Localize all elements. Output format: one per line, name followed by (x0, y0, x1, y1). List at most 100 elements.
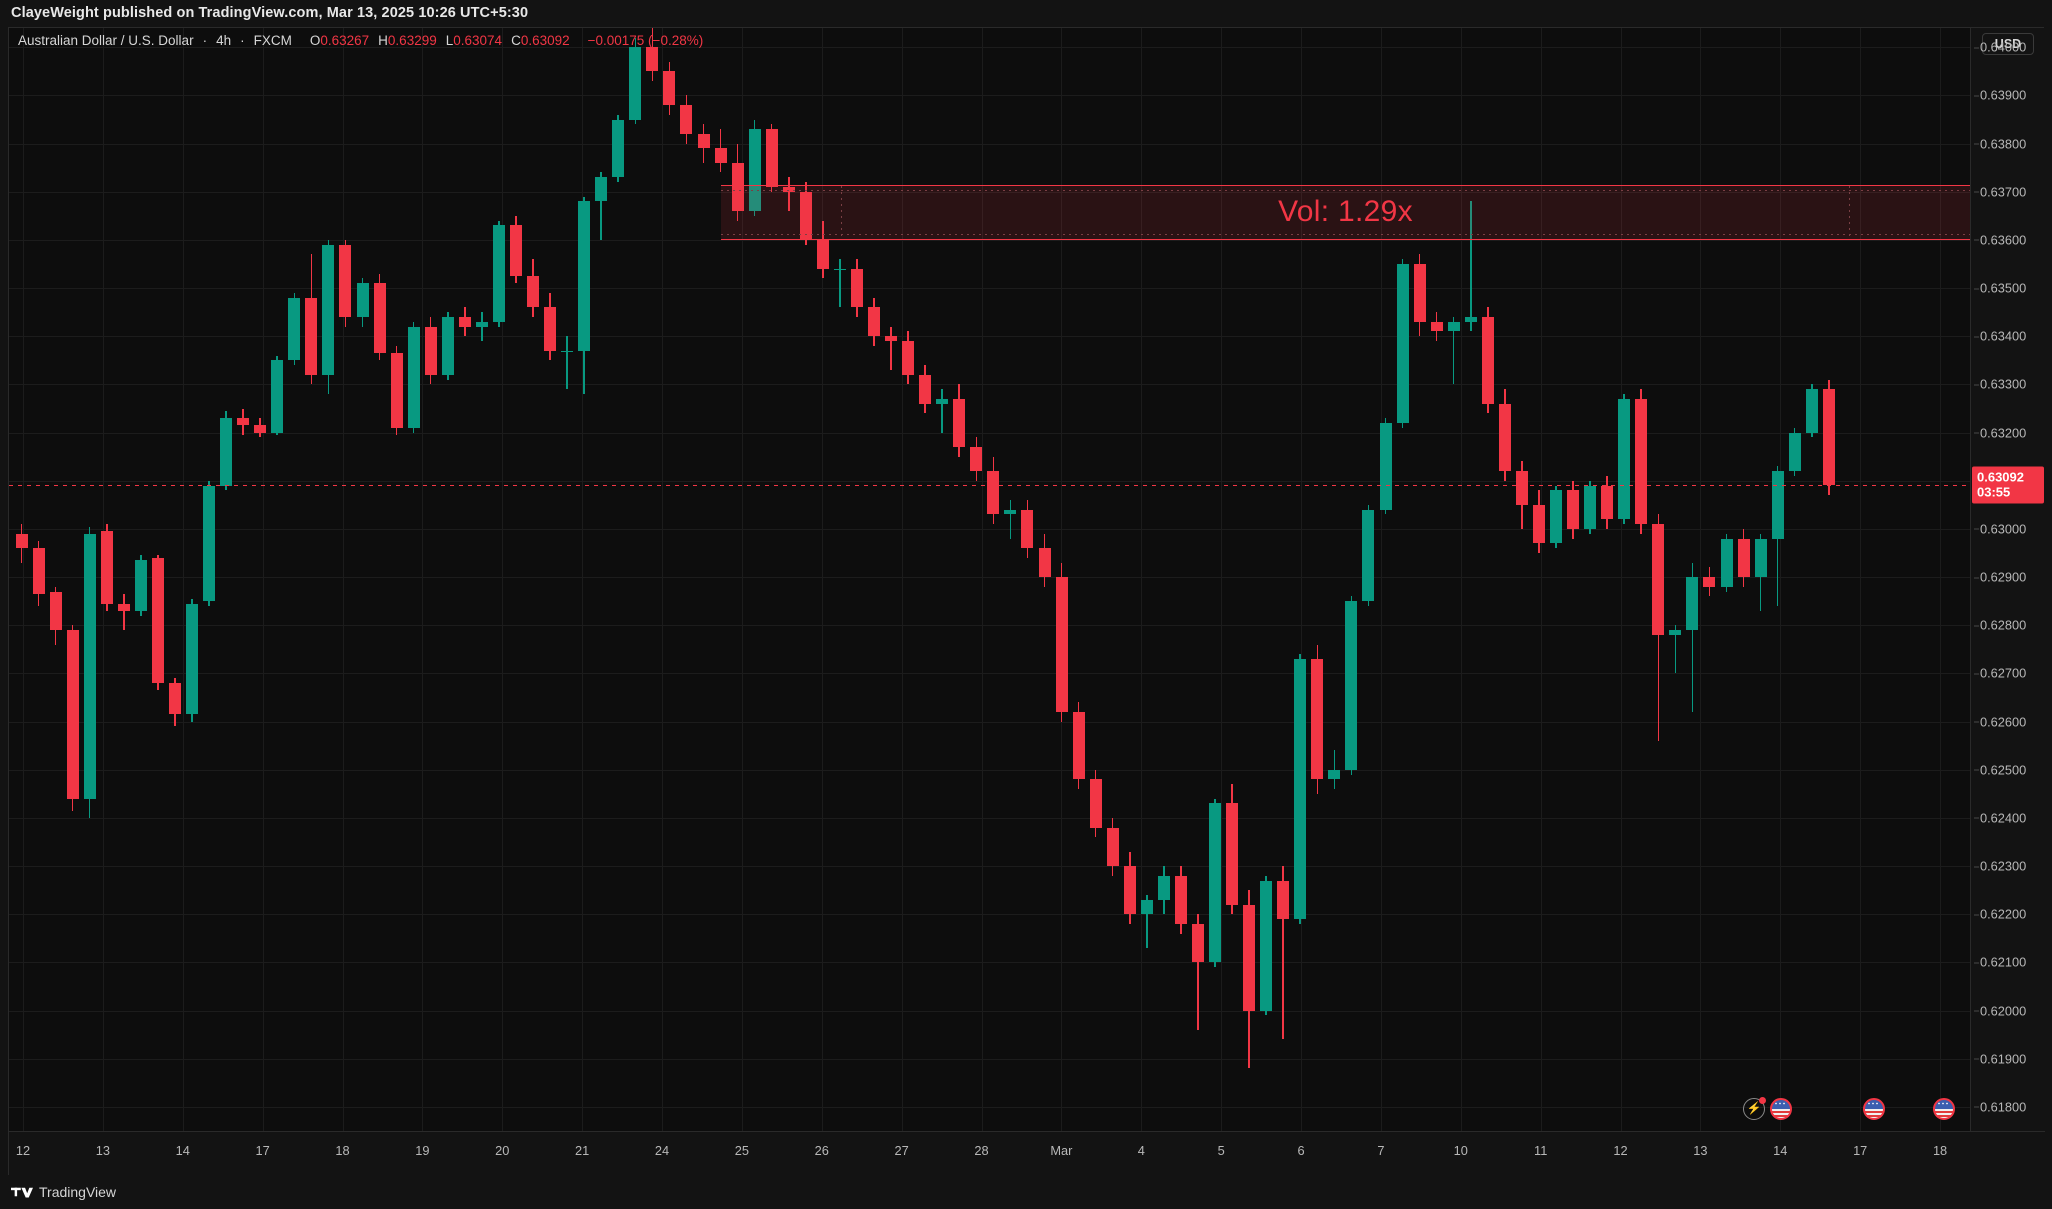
grid-line-vertical (1381, 28, 1382, 1131)
alert-dot-icon (1759, 1097, 1766, 1104)
time-tick-label: 14 (175, 1143, 190, 1158)
time-tick-label: 26 (814, 1143, 829, 1158)
flag-stripes (1772, 1109, 1790, 1118)
price-scale[interactable]: USD 0.64000 0.63900 0.63800 0.63700 0.63600 0… (1970, 28, 2044, 1131)
candle-body (578, 201, 591, 351)
candle-body (646, 47, 659, 72)
candle-body (1703, 577, 1716, 587)
candle-body (748, 129, 761, 212)
time-tick-label: 18 (1932, 1143, 1948, 1158)
chart-plot-area[interactable]: Vol: 1.29x ⚡ (9, 28, 1970, 1131)
candle-body (1140, 899, 1153, 915)
flag-stripes (1935, 1109, 1953, 1118)
candle-body (1260, 880, 1273, 1011)
tradingview-logo-icon (11, 1177, 33, 1209)
grid-line-horizontal (9, 144, 1970, 145)
price-tick-label: 0.62100 (1974, 955, 2026, 970)
candle-body (1157, 875, 1170, 900)
candle-body (1720, 538, 1733, 587)
candle-body (680, 105, 693, 134)
grid-line-horizontal (9, 529, 1970, 530)
currency-badge[interactable]: USD (1982, 33, 2034, 55)
legend-symbol[interactable]: Australian Dollar / U.S. Dollar (18, 33, 194, 48)
time-tick-label: 12 (1613, 1143, 1628, 1158)
price-tick-label: 0.63000 (1974, 521, 2026, 536)
grid-line-vertical (822, 28, 823, 1131)
grid-line-vertical (502, 28, 503, 1131)
price-tick-mark (1974, 95, 1979, 97)
time-tick-label: 13 (1693, 1143, 1708, 1158)
grid-line-vertical (183, 28, 184, 1131)
candle-body (1669, 630, 1682, 635)
time-tick-label: 25 (734, 1143, 750, 1158)
candle-body (544, 307, 557, 351)
candle-body (373, 283, 386, 354)
candle-body (1345, 601, 1358, 770)
price-tick-mark (1974, 1106, 1979, 1108)
grid-line-horizontal (9, 770, 1970, 771)
grid-line-vertical (263, 28, 264, 1131)
price-tick-mark (1974, 336, 1979, 338)
grid-line-vertical (1700, 28, 1701, 1131)
flag-canton (1935, 1100, 1953, 1109)
price-tick-label: 0.62000 (1974, 1003, 2026, 1018)
legend-high-value: 0.63299 (387, 33, 437, 48)
candle-body (1686, 577, 1699, 631)
candle-body (936, 398, 949, 404)
candle-wick (1282, 866, 1284, 1040)
candle-body (1294, 658, 1307, 920)
legend-low-label: L (445, 33, 454, 48)
time-tick-label: 4 (1137, 1143, 1145, 1158)
flag-canton (1865, 1100, 1883, 1109)
candle-body (407, 326, 420, 428)
us-flag-icon[interactable] (1863, 1098, 1885, 1120)
candle-body (868, 307, 880, 337)
price-tick-label: 0.62500 (1974, 762, 2026, 777)
price-tick-label: 0.63900 (1974, 88, 2026, 103)
time-tick-label: 10 (1453, 1143, 1468, 1158)
volume-annotation-band[interactable]: Vol: 1.29x (721, 184, 1970, 240)
candle-body (220, 418, 233, 486)
candle-body (288, 297, 301, 361)
grid-line-vertical (1301, 28, 1302, 1131)
grid-line-horizontal (9, 577, 1970, 578)
price-tick-mark (1974, 239, 1979, 241)
candle-body (1618, 398, 1631, 520)
price-tick-mark (1974, 288, 1979, 290)
time-scale[interactable]: 12 13 14 17 18 19 20 21 24 25 26 27 28 Mar 4 5 6 7 10 11 12 1… (9, 1131, 2045, 1175)
candle-wick (787, 177, 790, 212)
grid-line-vertical (982, 28, 983, 1131)
current-price-badge: 0.63092 03:55 (1972, 466, 2044, 504)
lightning-bolt-icon[interactable]: ⚡ (1743, 1097, 1766, 1120)
grid-line-vertical (422, 28, 423, 1131)
grid-line-vertical (902, 28, 903, 1131)
candle-body (1788, 432, 1801, 472)
candle-body (527, 276, 539, 308)
candle-body (49, 591, 62, 631)
flag-canton (1772, 1100, 1790, 1109)
time-tick-label: 6 (1297, 1143, 1305, 1158)
time-tick-label: 5 (1217, 1143, 1225, 1158)
price-tick-mark (1974, 962, 1979, 964)
price-tick-mark (1974, 1010, 1979, 1012)
legend-interval[interactable]: 4h (216, 33, 232, 48)
candle-body (919, 374, 932, 404)
candle-body (1174, 875, 1187, 924)
grid-line-vertical (1940, 28, 1941, 1131)
us-flag-icon[interactable] (1933, 1098, 1955, 1120)
price-tick-mark (1974, 528, 1979, 530)
candle-body (1822, 389, 1835, 485)
grid-line-horizontal (9, 433, 1970, 434)
us-flag-icon[interactable] (1770, 1098, 1792, 1120)
grid-line-horizontal (9, 336, 1970, 337)
candle-body (970, 447, 983, 472)
candle-body (629, 47, 642, 120)
grid-line-horizontal (9, 722, 1970, 723)
price-tick-mark (1974, 817, 1979, 819)
flag-stars (1774, 1102, 1787, 1106)
price-tick-mark (1974, 866, 1979, 868)
candle-body (1089, 779, 1102, 828)
price-tick-label: 0.63500 (1974, 281, 2026, 296)
band-dotted-top (721, 189, 1970, 191)
current-price-line (9, 484, 1970, 486)
